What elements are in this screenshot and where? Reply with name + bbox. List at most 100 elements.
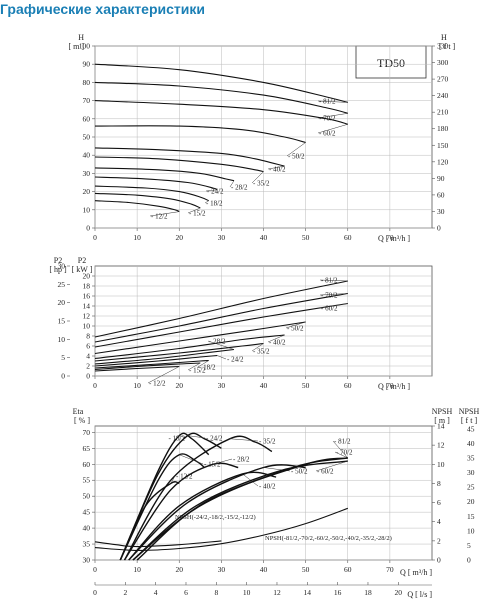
series-line-35-2	[94, 342, 264, 362]
series-line-50-2	[128, 464, 306, 561]
series-label-50-2: - 50/2	[291, 468, 308, 476]
series-leader	[229, 180, 235, 188]
x-tick-label: 30	[218, 381, 226, 390]
x-tick-label: 0	[93, 565, 97, 574]
power-axis-unit-hp: [ hp ]	[49, 265, 67, 274]
x-tick-label: 40	[260, 381, 268, 390]
npsh-ft-tick-label: 25	[467, 483, 475, 492]
series-leader	[217, 355, 227, 360]
model-label: TD50	[377, 56, 405, 70]
series-label-70-2: - 70/2	[336, 449, 353, 457]
head-m-tick-label: 20	[83, 187, 91, 196]
series-line-50-2	[94, 321, 306, 355]
power-hp-tick-label: 5	[61, 353, 65, 362]
series-line-12-2	[119, 481, 180, 561]
series-label-24-2: - 24/2	[227, 356, 244, 364]
series-label-18-2: - 18/2	[206, 200, 223, 208]
head-m-tick-label: 70	[83, 96, 91, 105]
x-tick-label: 50	[302, 233, 310, 242]
series-label-60-2: - 60/2	[321, 305, 338, 313]
series-label-15-2: - 15/2	[189, 367, 206, 375]
series-label-28-2: - 28/2	[233, 456, 250, 464]
x-tick-label: 10	[133, 565, 141, 574]
x-tick-label: 50	[302, 565, 310, 574]
npsh-m-tick-label: 14	[437, 422, 445, 431]
series-label-60-2: - 60/2	[317, 468, 334, 476]
power-axis-unit-kw: [ kW ]	[72, 265, 93, 274]
x-tick-label: 30	[218, 565, 226, 574]
head-m-tick-label: 50	[83, 133, 91, 142]
series-leader	[317, 124, 348, 134]
series-leader	[251, 343, 264, 352]
page-title: Графические характеристики	[0, 1, 205, 17]
series-leader	[212, 458, 233, 465]
x-tick-label: 0	[93, 381, 97, 390]
power-kw-tick-label: 8	[86, 332, 90, 341]
npsh-ft-tick-label: 10	[467, 526, 475, 535]
head-m-tick-label: 80	[83, 78, 91, 87]
head-ft-tick-label: 240	[437, 91, 449, 100]
head-ft-tick-label: 0	[437, 224, 441, 233]
series-line-70-2	[94, 81, 348, 114]
head-ft-tick-label: 210	[437, 108, 449, 117]
power-kw-tick-label: 6	[86, 342, 90, 351]
power-hp-tick-label: 10	[58, 335, 66, 344]
series-leader	[187, 435, 206, 439]
head-ft-tick-label: 150	[437, 141, 449, 150]
power-axis-name-kw: P2	[78, 256, 86, 265]
series-leader	[179, 454, 204, 465]
series-leader	[285, 321, 306, 329]
series-label-50-2: - 50/2	[288, 153, 305, 161]
power-kw-tick-label: 4	[86, 352, 90, 361]
npsh-m-tick-label: 2	[437, 536, 441, 545]
head-ft-tick-label: 30	[437, 207, 445, 216]
eff-x2-axis-label: Q [ l/s ]	[407, 590, 432, 599]
ls-tick-label: 4	[154, 588, 158, 597]
power-kw-tick-label: 2	[86, 362, 90, 371]
series-leader	[251, 171, 264, 184]
series-leader	[317, 100, 348, 103]
series-label-18-2: - 18/2	[168, 435, 185, 443]
x-tick-label: 50	[302, 381, 310, 390]
head-left-axis-name: H	[78, 33, 84, 42]
head-ft-tick-label: 90	[437, 174, 445, 183]
x-tick-label: 60	[344, 233, 352, 242]
npsh-ft-tick-label: 45	[467, 424, 475, 433]
npsh-ft-tick-label: 0	[467, 556, 471, 565]
npsh-curve	[94, 507, 348, 551]
ls-tick-label: 16	[334, 588, 342, 597]
series-label-35-2: - 35/2	[253, 348, 270, 356]
series-line-50-2	[94, 125, 306, 144]
x-tick-label: 40	[260, 565, 268, 574]
npsh-ft-axis-unit: [ f t ]	[461, 416, 478, 425]
series-line-24-2	[94, 176, 218, 191]
x-tick-label: 20	[176, 233, 184, 242]
x-tick-label: 20	[176, 381, 184, 390]
series-label-12-2: - 12/2	[176, 473, 193, 481]
series-line-35-2	[123, 435, 273, 561]
series-label-28-2: - 28/2	[231, 184, 248, 192]
series-line-12-2	[94, 200, 180, 213]
head-m-tick-label: 30	[83, 169, 91, 178]
series-label-35-2: - 35/2	[253, 180, 270, 188]
power-axis-name-hp: P2	[54, 256, 62, 265]
series-line-24-2	[94, 354, 218, 367]
eta-tick-label: 45	[83, 508, 91, 517]
npsh-m-tick-label: 10	[437, 460, 445, 469]
npsh-ft-tick-label: 35	[467, 454, 475, 463]
series-leader	[149, 211, 180, 217]
x-tick-label: 70	[386, 233, 394, 242]
npsh-large-label: NPSH(-81/2,-70/2,-60/2,-50/2,-40/2,-35/2…	[265, 535, 392, 542]
npsh-m-tick-label: 0	[437, 556, 441, 565]
power-hp-tick-label: 30	[58, 262, 66, 271]
head-m-tick-label: 10	[83, 205, 91, 214]
series-label-24-2: - 24/2	[206, 435, 223, 443]
series-label-40-2: - 40/2	[269, 339, 286, 347]
head-ft-tick-label: 180	[437, 124, 449, 133]
series-label-35-2: - 35/2	[259, 438, 276, 446]
series-label-50-2: - 50/2	[287, 325, 304, 333]
series-line-81-2	[94, 280, 348, 338]
ls-tick-label: 18	[364, 588, 372, 597]
power-kw-tick-label: 12	[83, 312, 91, 321]
series-leader	[317, 113, 348, 119]
